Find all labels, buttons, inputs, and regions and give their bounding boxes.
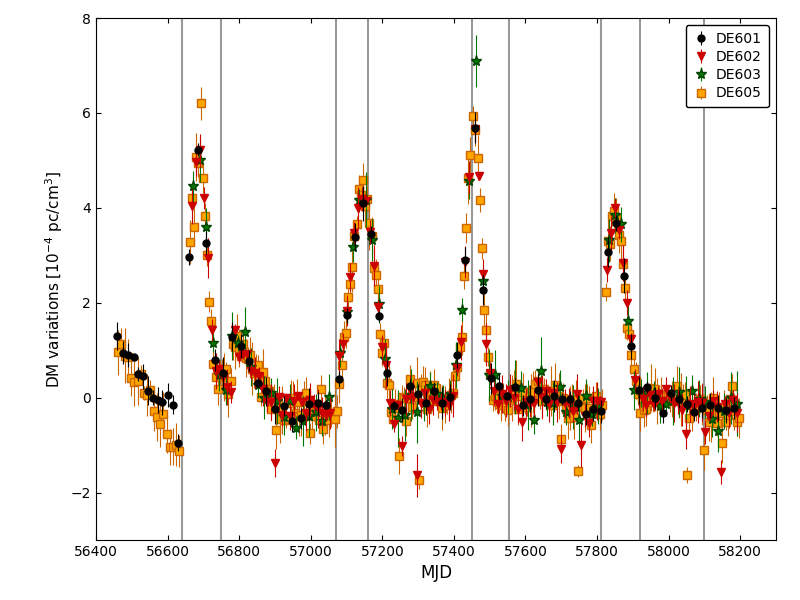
Legend: DE601, DE602, DE603, DE605: DE601, DE602, DE603, DE605: [686, 25, 769, 107]
Y-axis label: DM variations [10$^{-4}$ pc/cm$^3$]: DM variations [10$^{-4}$ pc/cm$^3$]: [43, 170, 66, 388]
X-axis label: MJD: MJD: [420, 565, 452, 583]
